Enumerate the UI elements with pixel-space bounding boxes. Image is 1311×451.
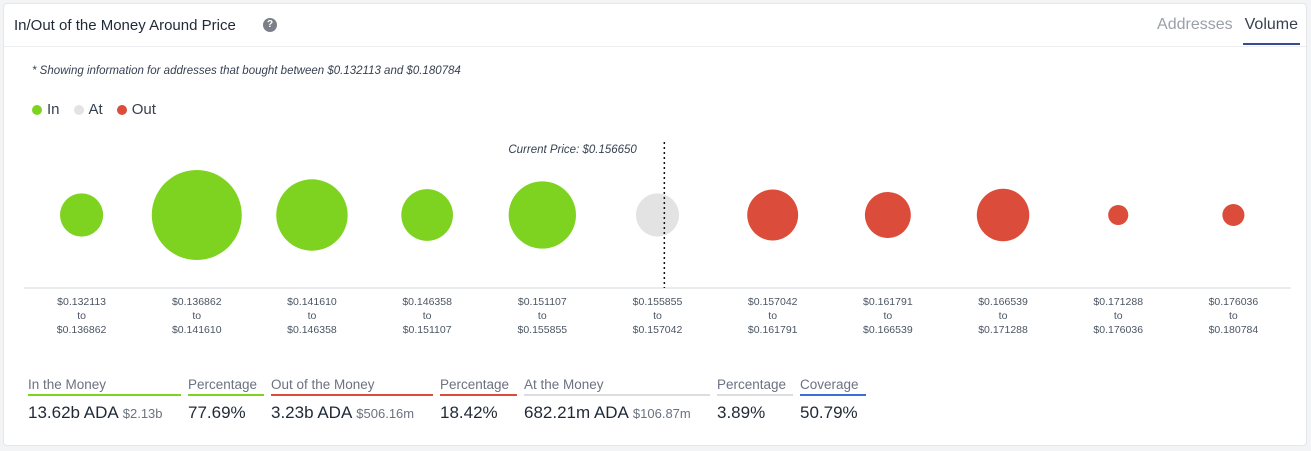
help-icon[interactable]: ? [263, 18, 277, 32]
stat-value-7: 50.79% [800, 403, 858, 422]
stat-label-5: At the Money [524, 377, 710, 396]
stat-label-2: Percentage [188, 377, 264, 396]
stat-usd-value-5: $106.87m [632, 406, 691, 421]
tick-label-1-from: $0.132113 [57, 296, 106, 308]
bubble-3[interactable] [276, 179, 348, 251]
tick-label-8-from: $0.161791 [863, 296, 913, 308]
legend-label-out: Out [131, 101, 156, 118]
tick-label-7-to: $0.161791 [748, 324, 798, 336]
bubble-5[interactable] [508, 181, 576, 249]
tick-label-4-to: $0.151107 [403, 324, 452, 336]
tick-label-7-to-word: to [768, 310, 777, 322]
bubble-4[interactable] [401, 189, 453, 241]
stat-value-2: 77.69% [188, 403, 246, 422]
bubble-11[interactable] [1222, 203, 1245, 227]
tab-volume[interactable]: Volume [1242, 16, 1300, 45]
tick-label-4-to-word: to [423, 310, 432, 322]
bubble-8[interactable] [864, 192, 911, 238]
tick-label-4-from: $0.146358 [402, 296, 452, 308]
stat-value-4: 18.42% [440, 403, 498, 422]
stat-label-4: Percentage [440, 377, 517, 396]
stat-label-3: Out of the Money [271, 377, 433, 396]
tick-label-6-to: $0.157042 [633, 324, 683, 336]
bubble-1[interactable] [60, 193, 104, 237]
stat-4: Percentage 18.42% [440, 376, 517, 423]
tick-label-9-to: $0.171288 [978, 324, 1028, 336]
tick-label-8-to-word: to [883, 310, 892, 322]
stat-5: At the Money 682.21m ADA $106.87m [524, 376, 710, 423]
tick-label-11-to-word: to [1229, 310, 1238, 322]
tick-label-9-from: $0.166539 [978, 296, 1028, 308]
stat-value-1: 13.62b ADA $2.13b [28, 403, 163, 422]
stat-usd-value-3: $506.16m [356, 406, 415, 421]
tab-addresses[interactable]: Addresses [1157, 16, 1233, 33]
tick-label-10-from: $0.171288 [1093, 296, 1143, 308]
tick-label-6-from: $0.155855 [633, 296, 683, 308]
stat-label-7: Coverage [800, 377, 866, 396]
tick-label-8-to: $0.166539 [863, 324, 913, 336]
tick-label-1-to-word: to [77, 310, 86, 322]
legend-dot-in [32, 104, 42, 115]
tick-label-10-to-word: to [1114, 310, 1123, 322]
stat-1: In the Money 13.62b ADA $2.13b [28, 376, 181, 423]
stat-value-5: 682.21m ADA $106.87m [524, 403, 691, 422]
stat-3: Out of the Money 3.23b ADA $506.16m [271, 376, 433, 423]
tick-label-11-from: $0.176036 [1209, 296, 1259, 308]
stat-2: Percentage 77.69% [188, 376, 264, 423]
tick-label-11-to: $0.180784 [1209, 324, 1259, 336]
tick-label-3-from: $0.141610 [287, 296, 337, 308]
chart-card: In/Out of the Money Around Price ? Addre… [3, 3, 1307, 446]
stat-usd-value-1: $2.13b [122, 406, 163, 421]
tick-label-2-to-word: to [192, 310, 201, 322]
tick-label-3-to-word: to [308, 310, 317, 322]
stat-label-6: Percentage [717, 377, 793, 396]
legend-dot-out [116, 104, 127, 115]
legend-item-at[interactable]: At [73, 101, 103, 118]
stat-label-1: In the Money [28, 377, 181, 396]
tick-label-7-from: $0.157042 [748, 296, 798, 308]
current-price-label: Current Price: $0.156650 [508, 144, 637, 156]
bubble-7[interactable] [747, 189, 799, 241]
page-title: In/Out of the Money Around Price [14, 17, 236, 34]
stats-row: In the Money 13.62b ADA $2.13b Percentage 77… [28, 376, 873, 423]
bubble-6[interactable] [635, 193, 680, 237]
legend-label-in: In [47, 101, 60, 118]
legend-label-at: At [88, 101, 103, 118]
header-divider [4, 46, 1306, 47]
bubble-2[interactable] [151, 170, 242, 260]
bubble-10[interactable] [1108, 204, 1129, 226]
tick-label-5-to: $0.155855 [517, 324, 567, 336]
info-note: * Showing information for addresses that… [32, 65, 461, 77]
bubble-chart: $0.132113 to $0.136862 $0.136862 to $0.141610… [24, 142, 1291, 336]
view-tabs: Addresses Volume [1155, 16, 1300, 45]
tick-label-2-from: $0.136862 [172, 296, 222, 308]
stat-6: Percentage 3.89% [717, 376, 793, 423]
bubble-9[interactable] [976, 188, 1030, 242]
tick-label-5-to-word: to [538, 310, 547, 322]
tick-label-6-to-word: to [653, 310, 662, 322]
stat-7: Coverage 50.79% [800, 376, 866, 423]
legend: In At Out [32, 101, 156, 118]
tick-label-5-from: $0.151107 [518, 296, 567, 308]
legend-dot-at [73, 104, 84, 115]
tick-label-1-to: $0.136862 [57, 324, 107, 336]
legend-item-in[interactable]: In [32, 101, 60, 118]
tick-label-2-to: $0.141610 [172, 324, 222, 336]
tick-label-9-to-word: to [999, 310, 1008, 322]
stat-value-3: 3.23b ADA $506.16m [271, 403, 415, 422]
legend-item-out[interactable]: Out [116, 101, 156, 118]
tick-label-3-to: $0.146358 [287, 324, 337, 336]
tick-label-10-to: $0.176036 [1093, 324, 1143, 336]
stat-value-6: 3.89% [717, 403, 766, 422]
